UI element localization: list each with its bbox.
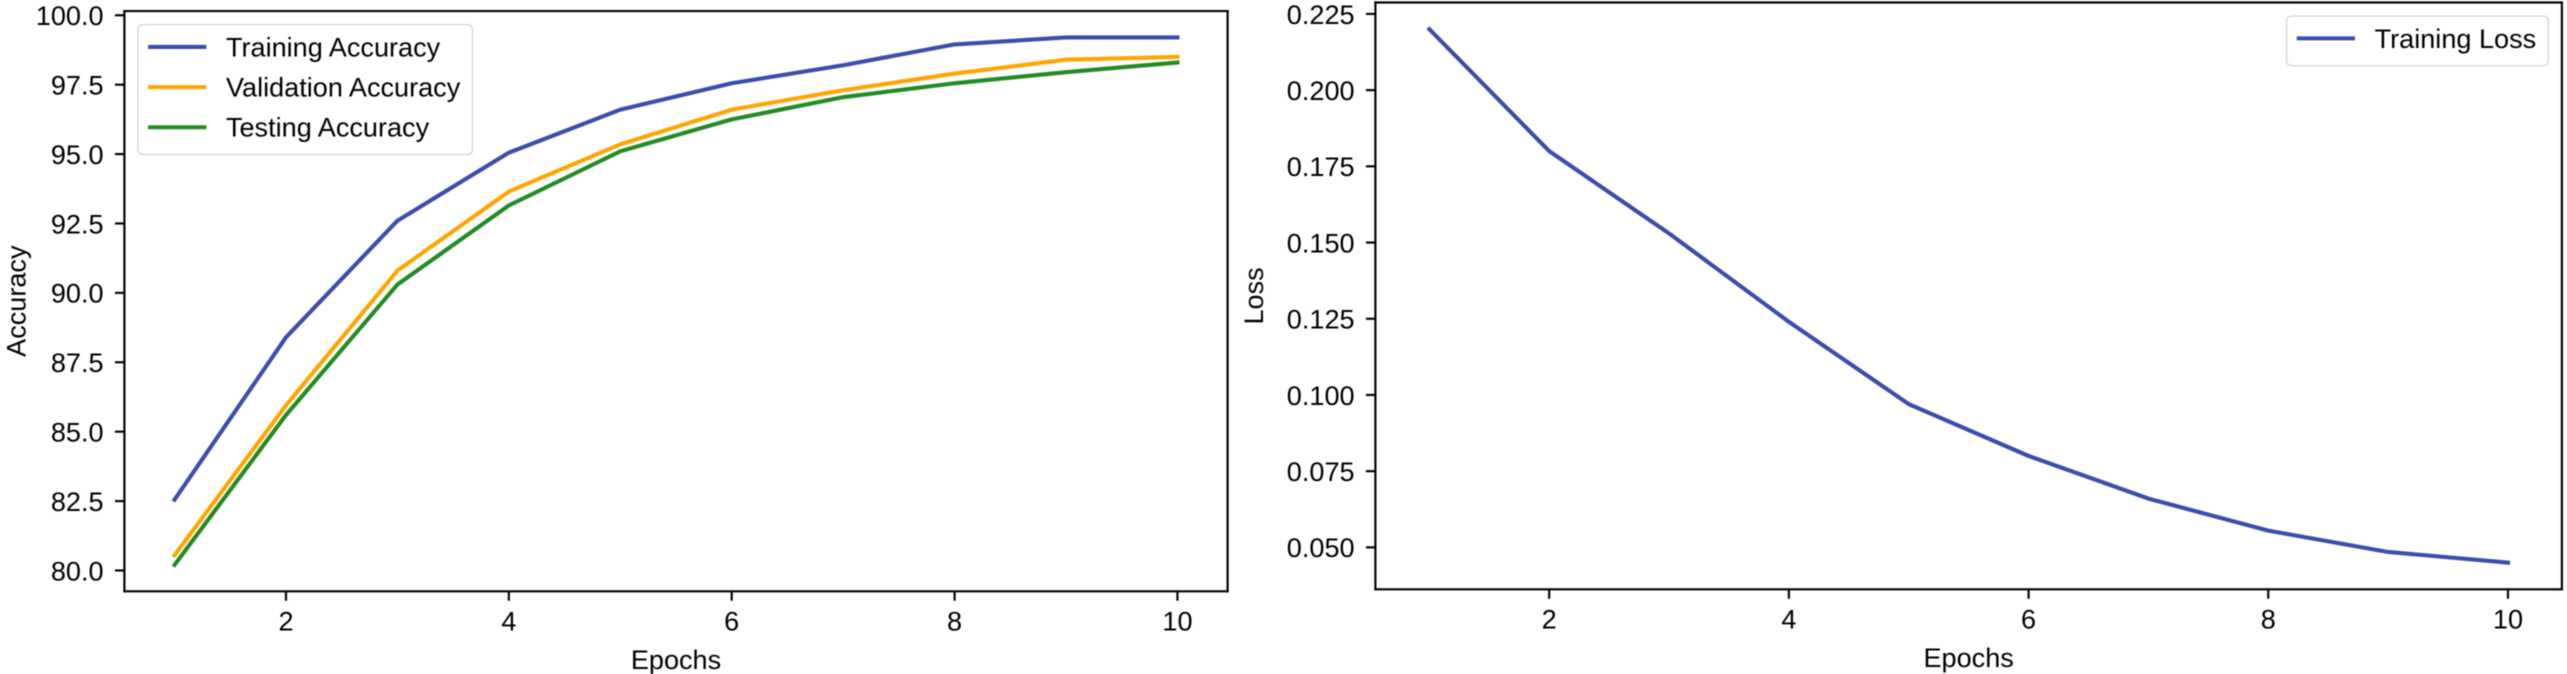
svg-text:2: 2 <box>1542 603 1557 634</box>
svg-text:85.0: 85.0 <box>51 416 104 447</box>
svg-text:Training Accuracy: Training Accuracy <box>226 31 441 62</box>
svg-text:97.5: 97.5 <box>51 69 104 100</box>
svg-text:4: 4 <box>501 605 516 636</box>
svg-text:8: 8 <box>2261 603 2276 634</box>
svg-text:4: 4 <box>1781 603 1796 634</box>
svg-text:90.0: 90.0 <box>51 278 104 309</box>
svg-text:Epochs: Epochs <box>1923 642 2013 673</box>
svg-text:0.175: 0.175 <box>1287 151 1355 182</box>
svg-text:Epochs: Epochs <box>631 644 721 674</box>
svg-text:Training Loss: Training Loss <box>2375 23 2537 54</box>
svg-text:0.200: 0.200 <box>1287 75 1355 106</box>
svg-text:Loss: Loss <box>1238 267 1269 324</box>
svg-text:80.0: 80.0 <box>51 555 104 586</box>
svg-text:0.225: 0.225 <box>1287 0 1355 30</box>
svg-text:87.5: 87.5 <box>51 347 104 378</box>
svg-text:100.0: 100.0 <box>36 0 104 31</box>
svg-text:Testing Accuracy: Testing Accuracy <box>226 112 430 143</box>
svg-text:92.5: 92.5 <box>51 208 104 239</box>
svg-text:95.0: 95.0 <box>51 139 104 170</box>
svg-text:2: 2 <box>278 605 293 636</box>
svg-text:10: 10 <box>1162 605 1192 636</box>
svg-text:0.150: 0.150 <box>1287 227 1355 258</box>
svg-text:8: 8 <box>947 605 962 636</box>
svg-text:Accuracy: Accuracy <box>1 245 32 357</box>
svg-text:0.100: 0.100 <box>1287 380 1355 411</box>
svg-text:82.5: 82.5 <box>51 486 104 517</box>
svg-text:0.075: 0.075 <box>1287 456 1355 487</box>
svg-text:Validation Accuracy: Validation Accuracy <box>226 72 461 103</box>
svg-text:0.050: 0.050 <box>1287 532 1355 563</box>
svg-text:6: 6 <box>2021 603 2036 634</box>
svg-text:10: 10 <box>2493 603 2523 634</box>
svg-text:6: 6 <box>724 605 739 636</box>
svg-text:0.125: 0.125 <box>1287 304 1355 335</box>
